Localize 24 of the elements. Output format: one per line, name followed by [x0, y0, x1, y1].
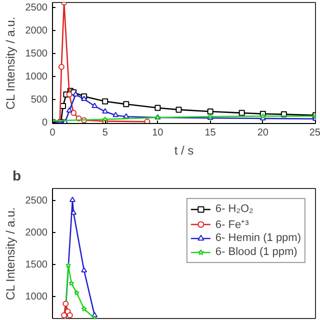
x-tick-label: 25 [309, 128, 320, 138]
x-tick-label: 5 [102, 128, 108, 138]
x-axis-title: t / s [174, 144, 194, 158]
y-tick-label: 2500 [25, 196, 48, 207]
y-axis-title: CL Intensity / a.u. [3, 207, 18, 300]
y-tick-label: 2000 [25, 26, 48, 37]
legend-label: 6- H₂O₂ [215, 202, 254, 216]
y-axis-title: CL Intensity / a.u. [3, 16, 18, 110]
x-tick-label: 15 [204, 128, 216, 138]
y-tick-label: 1500 [25, 48, 48, 60]
y-tick-label: 1500 [25, 260, 48, 271]
x-tick-label: 20 [257, 128, 269, 138]
y-tick-label: 2500 [25, 2, 48, 14]
x-tick-label: 10 [152, 128, 164, 138]
y-tick-label: 2000 [25, 228, 48, 239]
y-tick-label: 0 [42, 118, 48, 129]
y-tick-label: 1000 [25, 292, 48, 303]
x-tick-label: 0 [50, 128, 56, 138]
legend-label: 6- Hemin (1 ppm) [215, 231, 301, 245]
legend-label: 6- Blood (1 ppm) [215, 245, 298, 259]
legend-label: 6- Fe⁺³ [215, 218, 249, 231]
y-tick-label: 1000 [25, 72, 48, 83]
y-tick-label: 500 [30, 94, 48, 106]
chart-title: b [12, 168, 22, 184]
